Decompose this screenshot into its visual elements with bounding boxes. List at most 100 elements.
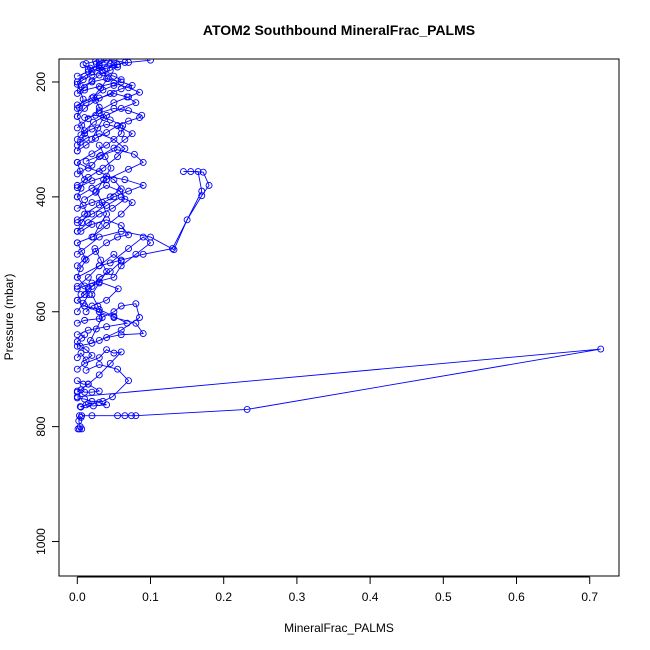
- data-point: [121, 412, 129, 420]
- data-point: [82, 366, 90, 374]
- data-point: [76, 138, 84, 146]
- data-point: [103, 296, 111, 304]
- x-tick-label: 0.2: [215, 590, 232, 604]
- data-point: [73, 331, 81, 339]
- data-point: [100, 114, 108, 122]
- x-tick-label: 0.6: [508, 590, 525, 604]
- data-point: [114, 412, 122, 420]
- data-point: [132, 250, 140, 258]
- data-point: [125, 107, 132, 115]
- data-point: [73, 250, 81, 258]
- data-point: [110, 81, 118, 89]
- data-point: [88, 397, 96, 405]
- data-point: [179, 168, 187, 176]
- y-tick-label: 200: [34, 72, 48, 92]
- data-point: [103, 59, 111, 64]
- data-point: [88, 220, 96, 228]
- series-line: [77, 196, 133, 244]
- data-point: [77, 83, 85, 91]
- data-point: [103, 268, 111, 275]
- data-point: [95, 315, 103, 323]
- data-point: [128, 199, 136, 207]
- data-point: [110, 250, 118, 258]
- data-point: [95, 337, 103, 344]
- data-point: [88, 351, 96, 359]
- data-point: [125, 377, 132, 385]
- data-point: [108, 393, 116, 401]
- data-point: [91, 245, 99, 253]
- data-point: [73, 158, 81, 166]
- data-point: [119, 122, 127, 130]
- data-point: [88, 388, 96, 396]
- data-point: [199, 168, 207, 176]
- series-line: [77, 236, 152, 290]
- data-point: [94, 302, 102, 310]
- data-point: [103, 121, 111, 128]
- data-point: [92, 325, 100, 333]
- data-point: [89, 118, 97, 126]
- data-point: [82, 157, 90, 165]
- data-point: [76, 167, 84, 175]
- series-line: [77, 59, 127, 83]
- data-point: [106, 116, 114, 124]
- data-point: [114, 153, 122, 161]
- data-point: [132, 99, 140, 107]
- data-point: [73, 72, 81, 80]
- data-point: [114, 365, 122, 373]
- data-point: [73, 147, 81, 155]
- series-line: [80, 281, 120, 313]
- data-point: [92, 188, 100, 196]
- data-point: [81, 291, 89, 298]
- data-point: [107, 164, 115, 172]
- x-axis: 0.0 0.1 0.2 0.3 0.4 0.5 0.6 0.7: [69, 576, 598, 604]
- data-point: [82, 141, 90, 149]
- data-point: [82, 356, 90, 364]
- data-point: [136, 314, 143, 321]
- data-point: [77, 386, 85, 394]
- data-point: [121, 176, 129, 184]
- x-tick-label: 0.7: [581, 590, 598, 604]
- data-point: [84, 380, 92, 388]
- data-point: [103, 239, 111, 247]
- data-point: [97, 152, 105, 159]
- y-tick-label: 1000: [34, 528, 48, 555]
- data-point: [98, 199, 106, 207]
- data-point: [125, 187, 132, 195]
- data-point: [121, 145, 129, 153]
- data-point: [136, 114, 143, 122]
- data-point: [95, 210, 103, 218]
- data-point: [79, 380, 87, 388]
- series-line: [76, 78, 134, 117]
- data-point: [138, 111, 146, 119]
- data-point: [95, 361, 103, 369]
- data-point: [121, 195, 129, 203]
- data-point: [95, 399, 103, 406]
- data-point: [77, 184, 85, 192]
- data-point: [88, 135, 96, 143]
- data-point: [81, 282, 89, 290]
- data-point: [82, 308, 90, 316]
- data-point: [81, 114, 89, 122]
- data-point: [114, 233, 122, 241]
- data-point: [89, 233, 97, 241]
- data-point: [108, 204, 116, 212]
- data-point: [79, 202, 87, 209]
- data-point: [88, 150, 96, 158]
- data-point: [88, 210, 96, 218]
- data-point: [82, 256, 90, 264]
- data-point: [104, 75, 112, 82]
- series-line: [90, 248, 108, 341]
- data-point: [73, 273, 81, 281]
- x-tick-label: 0.5: [435, 590, 452, 604]
- data-point: [110, 59, 118, 64]
- series-line: [77, 303, 141, 341]
- y-axis: 200 400 600 800 1000: [34, 72, 60, 555]
- data-point: [110, 135, 118, 143]
- data-point: [81, 176, 89, 184]
- data-point: [103, 141, 111, 149]
- data-point: [103, 222, 111, 230]
- data-point: [73, 285, 81, 293]
- series-line: [93, 144, 112, 238]
- data-point: [84, 210, 91, 218]
- data-point: [95, 354, 103, 362]
